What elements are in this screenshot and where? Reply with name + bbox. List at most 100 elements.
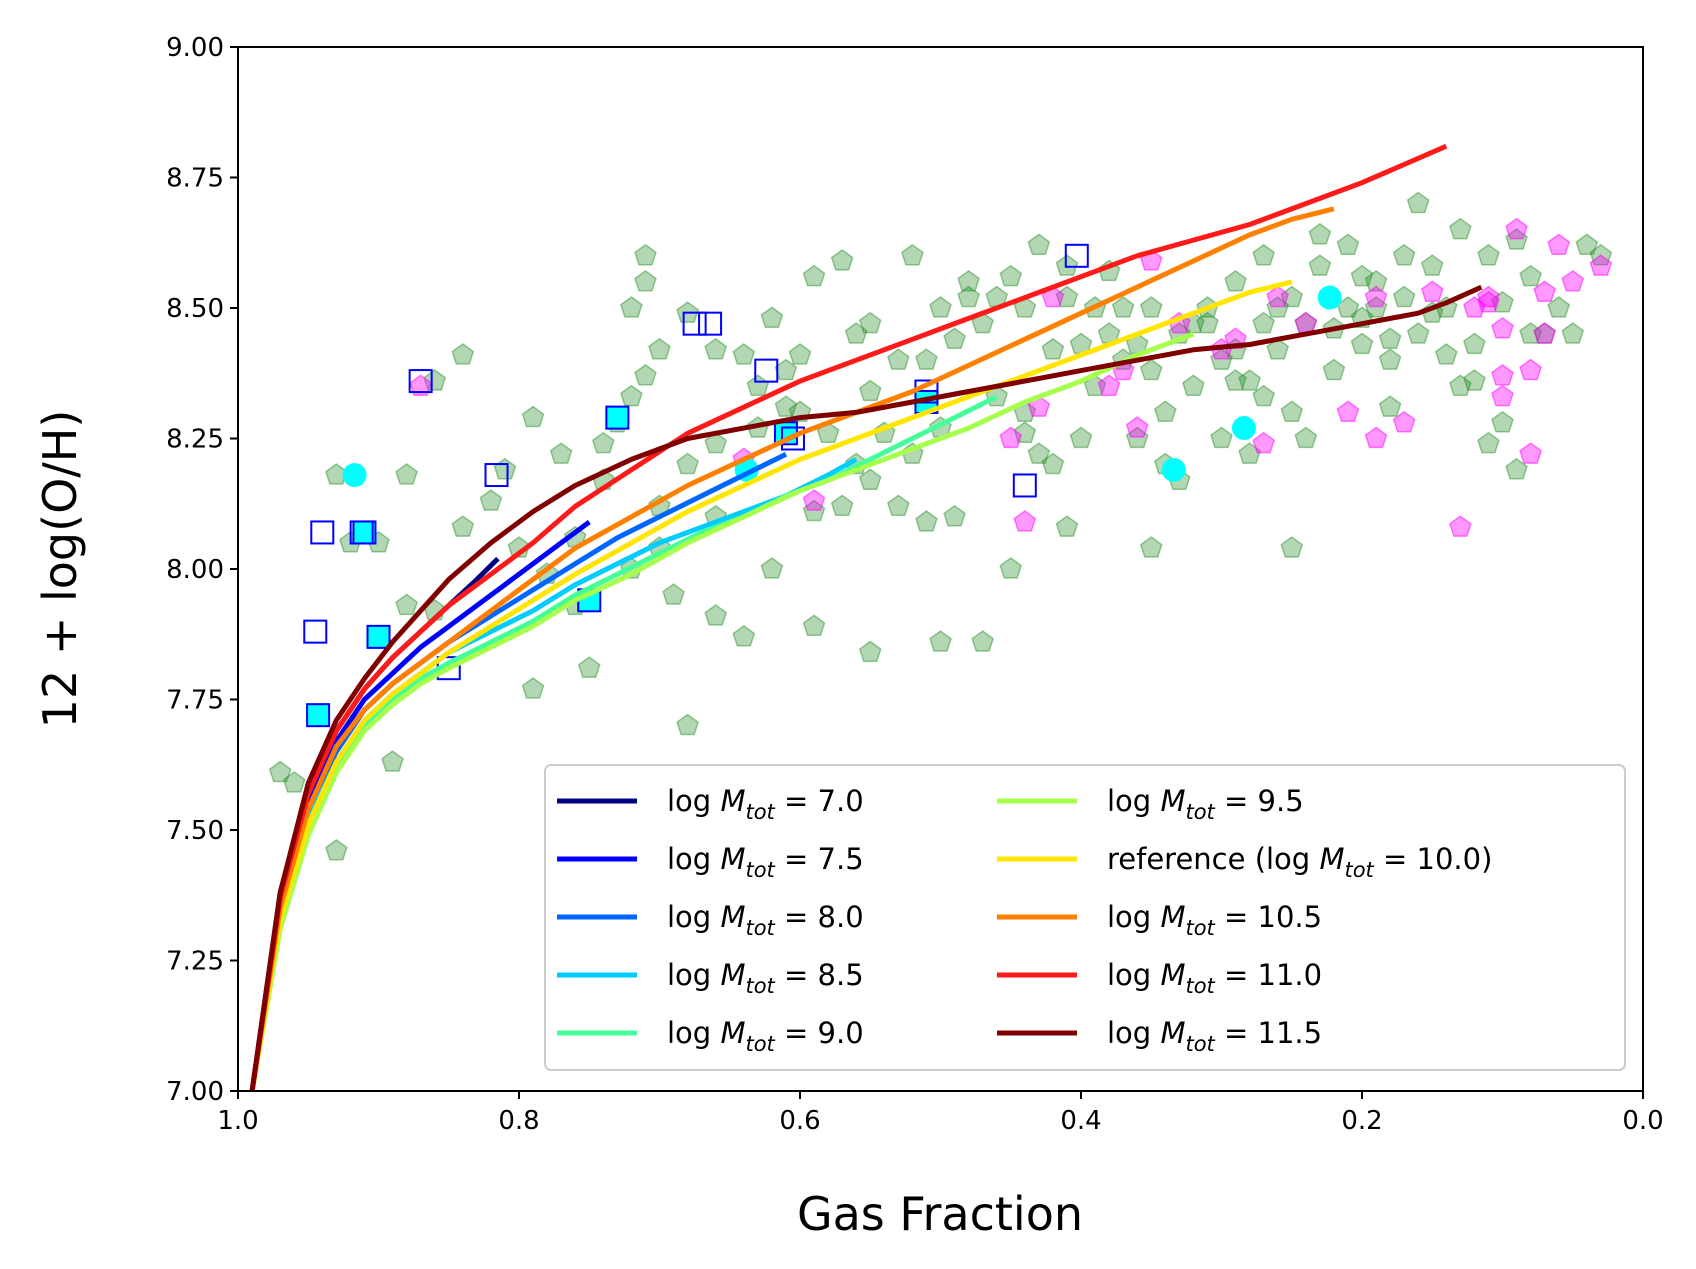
blue-open-square-point [484,463,509,488]
green-pentagon-point [1210,426,1233,449]
green-pentagon-point [858,311,882,334]
magenta-pentagon-point [1519,442,1542,464]
green-pentagon-point [732,624,756,647]
green-pentagon-point [591,431,615,454]
magenta-pentagon-point [999,426,1023,449]
green-pentagon-point [1491,410,1514,433]
legend-label-sub: tot [745,1032,775,1056]
green-pentagon-point [915,348,938,370]
magenta-pentagon-point [1533,322,1556,344]
series-line-9 [249,284,1483,1091]
green-pentagon-point [1505,457,1528,480]
magenta-pentagon-point [1125,416,1149,438]
green-pentagon-point [1477,243,1500,266]
green-pentagon-point [858,640,882,663]
blue-open-square-point [754,358,779,383]
green-pentagon-point [1224,269,1247,292]
green-pentagon-point [1519,264,1542,287]
green-pentagon-point [268,760,292,783]
magenta-pentagon-point [1491,316,1514,339]
green-pentagon-point [1575,233,1599,256]
green-pentagon-point [1449,217,1472,240]
legend-label-sub: tot [1185,800,1215,824]
green-pentagon-point [1252,311,1275,334]
green-pentagon-point [1463,369,1486,391]
green-pentagon-point [1111,296,1135,318]
cyan-circle-point [342,463,367,488]
green-pentagon-point [1069,426,1093,449]
green-pentagon-point [1224,369,1247,391]
green-pentagon-point [1013,421,1037,443]
model-lines [249,143,1483,1091]
green-pentagon-point [887,348,910,370]
magenta-pentagon-point [1013,510,1037,532]
cyan-circle-point [1161,457,1186,482]
green-pentagon-point [1041,452,1065,475]
green-pentagon-point [1449,374,1472,396]
magenta-pentagon-point [1463,296,1486,318]
y-axis-title: 12 + log(O/H) [33,410,87,729]
legend-label-math: M [1160,1016,1185,1050]
legend-label-7: log Mtot = 10.5 [1107,900,1322,940]
green-pentagon-point [1364,269,1388,292]
green-pentagon-point [1196,311,1219,334]
series-line-6 [249,279,1293,1091]
legend-label-prefix: log [1107,784,1160,818]
legend-label-sub: tot [745,858,775,882]
legend-label-math: M [720,900,745,934]
legend-label-1: log Mtot = 7.5 [667,842,864,882]
scatter-layer [268,191,1613,861]
green-pentagon-point [1280,536,1304,558]
green-pentagon-point [1392,285,1416,308]
green-pentagon-point [1406,191,1430,214]
green-pentagon-point [634,243,657,266]
green-pentagon-point [634,363,657,386]
green-pentagon-point [1547,296,1571,318]
green-pentagon-point [1561,322,1585,344]
green-pentagon-point [521,405,545,428]
magenta-pentagon-point [409,374,432,396]
magenta-pentagon-point [1547,233,1571,256]
green-pentagon-point [704,431,728,454]
green-pentagon-point [929,630,952,652]
green-pentagon-point [1182,374,1205,396]
green-pentagon-point [999,557,1023,579]
green-pentagon-point [1392,243,1416,266]
legend-label-4: log Mtot = 9.0 [667,1016,864,1056]
green-pentagon-point [648,337,671,360]
legend-label-math: M [1160,958,1185,992]
legend-label-math: M [720,958,745,992]
legend-label-prefix: log [667,842,720,876]
legend-label-math: M [1160,784,1185,818]
legend-label-sub: tot [745,800,775,824]
y-tick-label: 7.50 [166,816,224,846]
green-pentagon-point [943,327,966,349]
legend-label-math: M [720,1016,745,1050]
green-pentagon-point [1322,358,1346,381]
x-tick-label: 0.4 [1060,1106,1101,1136]
green-pentagon-point [577,656,601,678]
green-pentagon-point [1055,254,1079,276]
cyan-filled-square-point [366,624,391,649]
y-tick-label: 7.25 [166,947,224,977]
y-axis: 7.00 7.25 7.50 7.75 8.00 8.25 8.50 8.75 9.00 [166,33,238,1107]
series-line-8 [249,143,1448,1091]
legend-label-prefix: log [1107,900,1160,934]
legend-label-prefix: log [667,784,720,818]
legend-label-0: log Mtot = 7.0 [667,784,864,824]
blue-open-square-point [310,520,335,545]
green-pentagon-point [620,296,643,318]
green-pentagon-point [858,468,882,490]
legend-label-prefix: log [667,900,720,934]
legend-label-suffix: = 10.0) [1374,842,1493,876]
green-pentagon-point [1378,348,1402,370]
magenta-pentagon-point [1561,269,1585,292]
magenta-pentagon-point [1491,384,1514,407]
green-pentagon-point [802,614,826,637]
x-axis: 1.0 0.8 0.6 0.4 0.2 0.0 [217,1091,1664,1136]
magenta-pentagon-point [1589,254,1613,276]
green-pentagon-point [395,593,418,616]
legend-label-suffix: = 7.5 [775,842,864,876]
green-pentagon-point [1294,426,1318,449]
